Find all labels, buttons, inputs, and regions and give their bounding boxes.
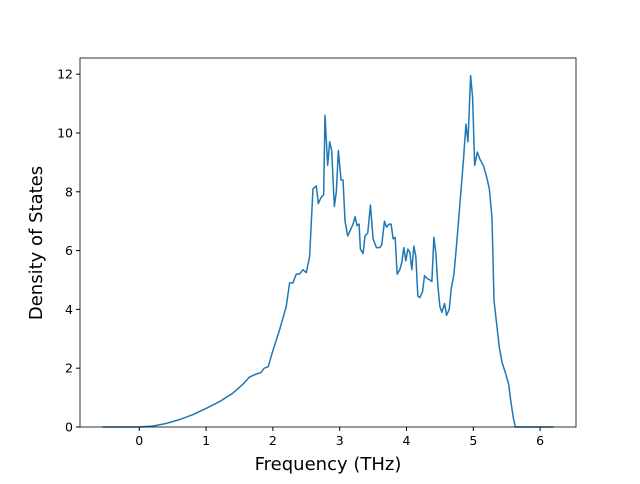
- line: [102, 74, 554, 428]
- y-tick-label: 6: [65, 243, 73, 258]
- x-tick-label: 6: [536, 433, 544, 448]
- plot-frame: [79, 57, 577, 428]
- x-tick-label: 0: [135, 433, 143, 448]
- y-axis-label: Density of States: [26, 166, 47, 320]
- y-tick-label: 4: [65, 302, 73, 317]
- y-tick-label: 0: [65, 420, 73, 435]
- x-tick-label: 4: [403, 433, 411, 448]
- y-tick-label: 12: [57, 67, 73, 82]
- y-tick-label: 2: [65, 361, 73, 376]
- x-tick-label: 5: [469, 433, 477, 448]
- x-tick-label: 2: [269, 433, 277, 448]
- x-tick-label: 3: [336, 433, 344, 448]
- y-tick-label: 8: [65, 184, 73, 199]
- x-axis-label: Frequency (THz): [255, 454, 402, 475]
- x-tick-label: 1: [202, 433, 210, 448]
- y-tick-label: 10: [57, 125, 73, 140]
